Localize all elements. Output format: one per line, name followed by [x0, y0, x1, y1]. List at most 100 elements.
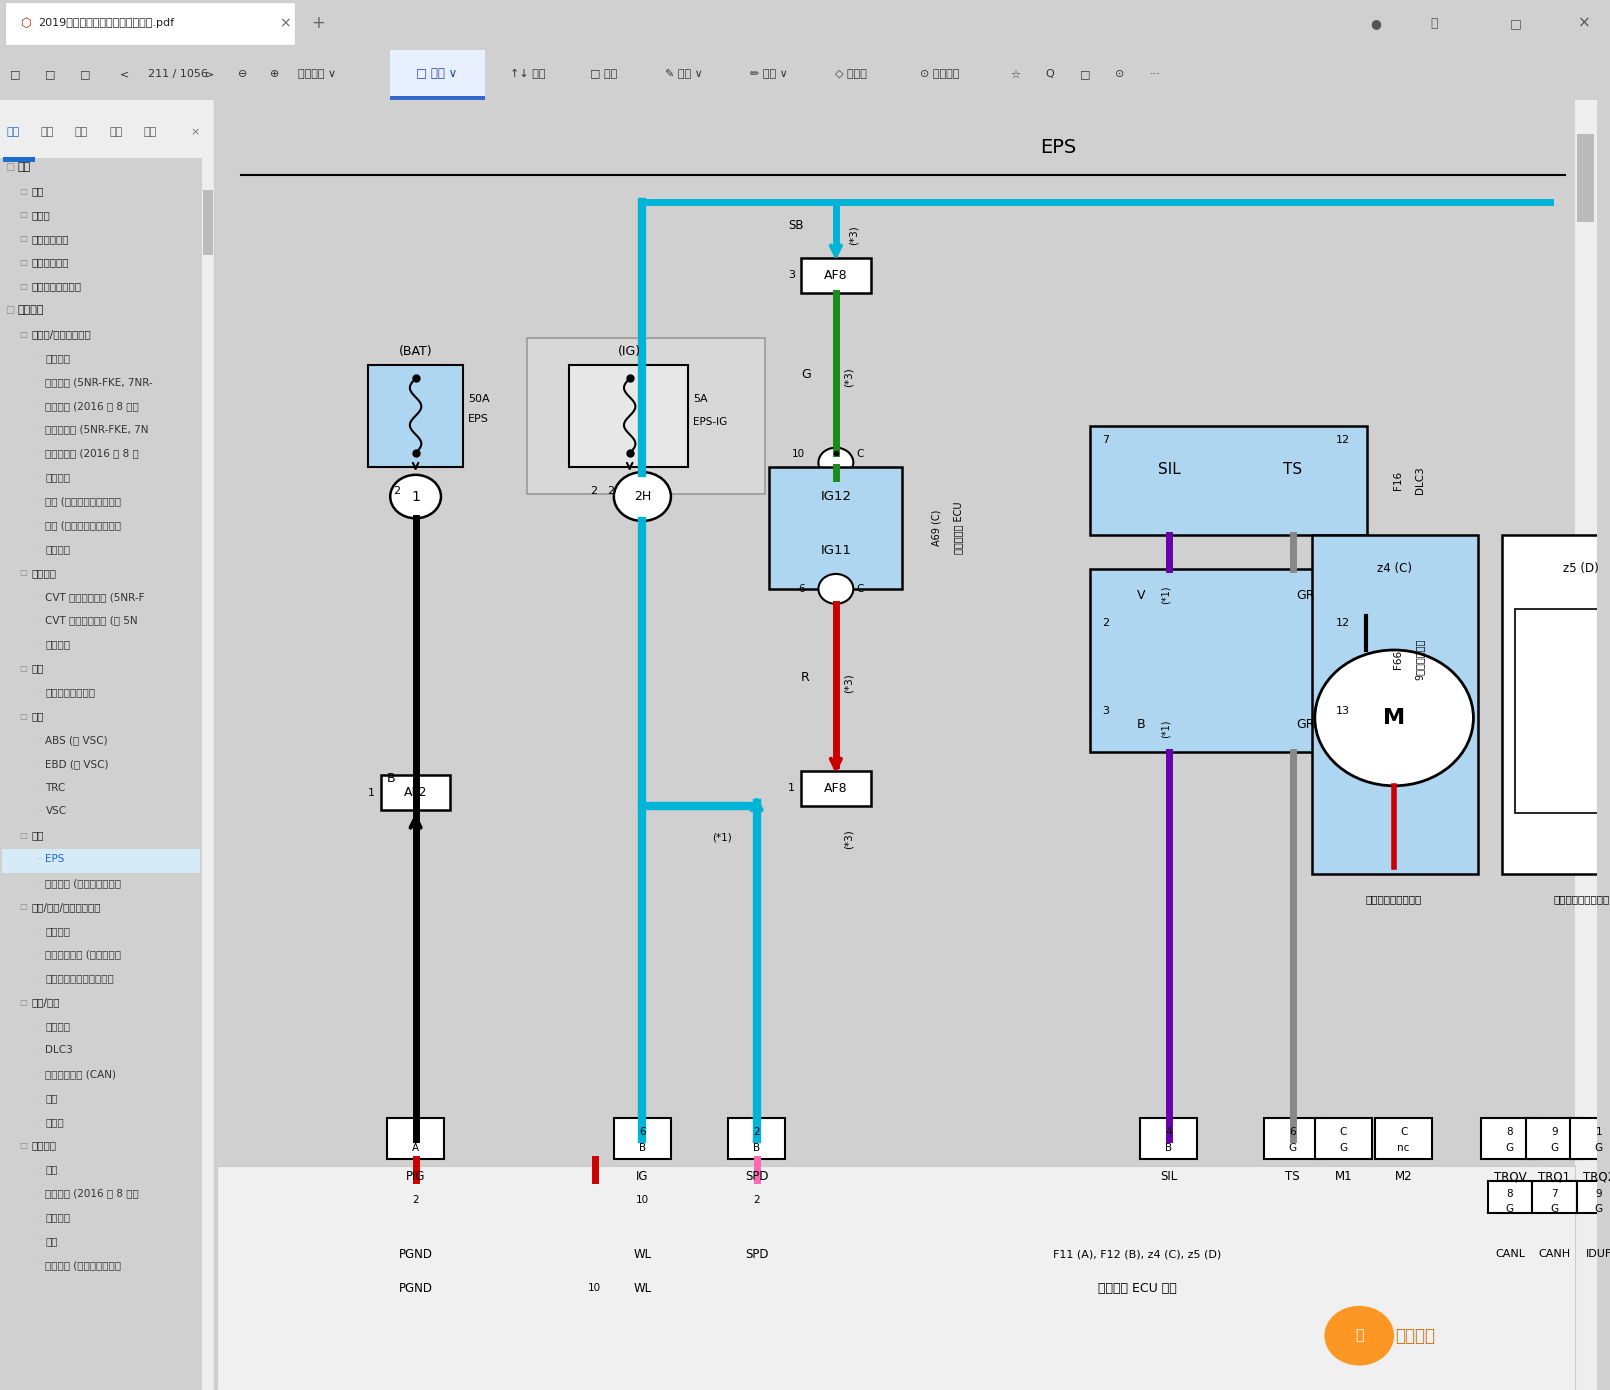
Text: ···: ··· [35, 808, 42, 816]
Text: R: R [802, 670, 810, 684]
Text: ···: ··· [35, 425, 42, 434]
Text: 充电系统: 充电系统 [45, 1022, 71, 1031]
Text: (*1): (*1) [1161, 587, 1170, 605]
Bar [1090, 569, 1367, 752]
Text: 门锁控制: 门锁控制 [45, 1212, 71, 1222]
Text: (*1): (*1) [1161, 719, 1170, 738]
Text: 50A: 50A [469, 393, 489, 404]
Text: ···: ··· [35, 639, 42, 649]
Text: F16: F16 [1393, 471, 1402, 489]
Text: ···: ··· [35, 783, 42, 792]
Text: IG: IG [636, 1170, 649, 1183]
Text: A: A [412, 1144, 419, 1154]
Text: □: □ [10, 70, 21, 79]
Text: ↑↓ 视图: ↑↓ 视图 [510, 70, 546, 79]
Text: 起动 (不带智能上车和起动: 起动 (不带智能上车和起动 [45, 520, 121, 530]
Text: SIL: SIL [1158, 461, 1180, 477]
Text: IG12: IG12 [821, 491, 852, 503]
Text: ···: ··· [35, 951, 42, 959]
Text: 1: 1 [411, 489, 420, 503]
Bar [1312, 535, 1478, 874]
Text: 预览: 预览 [40, 128, 53, 138]
Text: 批注: 批注 [109, 128, 122, 138]
Text: ···: ··· [35, 1022, 42, 1031]
Text: □: □ [19, 282, 27, 291]
Text: ···: ··· [35, 402, 42, 410]
Text: ···: ··· [1150, 70, 1161, 79]
Text: EPS: EPS [469, 414, 489, 424]
Text: 2: 2 [589, 486, 597, 496]
Text: V: V [1137, 589, 1146, 602]
Text: <: < [121, 70, 129, 79]
Text: 2019年丰田威驰雅力士致炫电路图.pdf: 2019年丰田威驰雅力士致炫电路图.pdf [39, 18, 174, 28]
Bar [1576, 133, 1594, 222]
Bar [1533, 1182, 1576, 1213]
Bar [386, 1119, 444, 1159]
Text: 端子和连接器维修: 端子和连接器维修 [31, 281, 82, 292]
Bar [770, 467, 903, 589]
Text: G: G [1340, 1144, 1348, 1154]
Bar [1502, 535, 1610, 874]
Text: □: □ [19, 664, 27, 673]
Text: B: B [639, 1144, 646, 1154]
Circle shape [1315, 651, 1473, 785]
Text: SIL: SIL [1161, 1170, 1177, 1183]
Bar [1515, 609, 1610, 813]
Text: AF8: AF8 [824, 783, 848, 795]
Text: A69 (C): A69 (C) [931, 510, 940, 546]
Text: 12: 12 [1335, 617, 1349, 628]
Text: 8: 8 [1507, 1127, 1513, 1137]
Text: 10: 10 [792, 449, 805, 460]
Text: □: □ [19, 902, 27, 912]
Bar [728, 1119, 786, 1159]
Text: EPS: EPS [1040, 138, 1075, 157]
Bar [1575, 100, 1597, 1390]
Text: z5 (D): z5 (D) [1563, 562, 1599, 575]
Bar [203, 100, 214, 1390]
Text: TRQ2: TRQ2 [1583, 1170, 1610, 1183]
Text: 制动: 制动 [31, 712, 43, 721]
Text: ×: × [279, 17, 291, 31]
Text: 换档锁止: 换档锁止 [45, 639, 71, 649]
Text: PIG: PIG [406, 1170, 425, 1183]
Text: ···: ··· [35, 449, 42, 459]
Text: CVT 和换档指示灯 (5NR-F: CVT 和换档指示灯 (5NR-F [45, 592, 145, 602]
Bar [802, 771, 871, 806]
Text: □: □ [19, 998, 27, 1006]
Text: 冷却风扇: 冷却风扇 [45, 353, 71, 363]
Text: G: G [802, 368, 811, 381]
Text: G: G [1505, 1204, 1513, 1215]
Text: 收藏: 收藏 [143, 128, 156, 138]
Text: PGND: PGND [399, 1282, 433, 1294]
Circle shape [818, 448, 853, 478]
Text: 启停系统: 启停系统 [45, 543, 71, 555]
Text: 多路通信系统 (CAN): 多路通信系统 (CAN) [45, 1069, 116, 1079]
Text: C: C [857, 449, 865, 460]
Text: (*3): (*3) [848, 225, 858, 245]
Text: ···: ··· [35, 759, 42, 769]
Text: 6: 6 [639, 1127, 646, 1137]
Text: ···: ··· [35, 1069, 42, 1079]
Text: (BAT): (BAT) [399, 345, 433, 359]
Text: ×: × [1578, 15, 1591, 31]
Text: ···: ··· [35, 592, 42, 602]
Text: 巡航控制 (2016 年 8 月之: 巡航控制 (2016 年 8 月之 [45, 400, 138, 411]
Text: 动力转向 ECU 总成: 动力转向 ECU 总成 [1098, 1282, 1177, 1294]
Text: ☆: ☆ [1009, 70, 1021, 79]
Circle shape [390, 475, 441, 518]
Text: 12: 12 [1335, 435, 1349, 445]
Text: 车辆内饰: 车辆内饰 [31, 1141, 56, 1151]
Text: DLC3: DLC3 [45, 1045, 72, 1055]
Text: Q: Q [1045, 70, 1055, 79]
Text: (*1): (*1) [712, 833, 733, 842]
Text: 音响系统: 音响系统 [45, 926, 71, 935]
Text: 9号线线连接器: 9号线线连接器 [1415, 639, 1425, 680]
Text: ···: ··· [35, 353, 42, 363]
Text: G: G [1550, 1204, 1558, 1215]
Bar [1488, 1182, 1533, 1213]
Circle shape [1325, 1305, 1394, 1365]
Text: 系统电路: 系统电路 [18, 306, 43, 316]
Text: □: □ [19, 235, 27, 243]
Text: －: － [1430, 17, 1438, 29]
Text: ···: ··· [35, 1261, 42, 1269]
